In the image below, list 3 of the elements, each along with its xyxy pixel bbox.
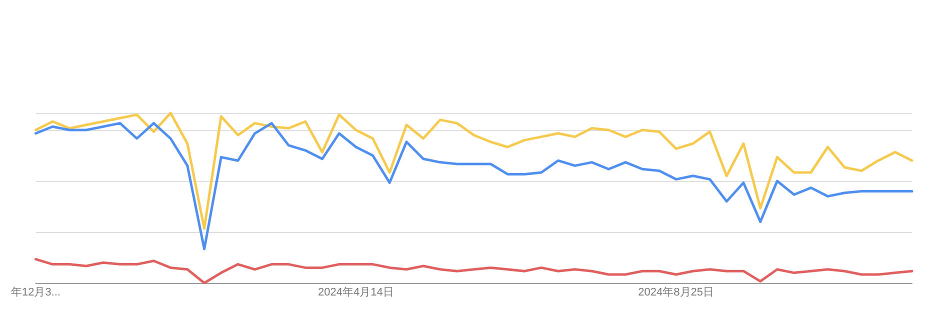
- x-tick-label: 2024年4月14日: [318, 286, 394, 298]
- x-tick-label: 年12月3...: [10, 286, 61, 298]
- x-tick-label: 2024年8月25日: [638, 286, 714, 298]
